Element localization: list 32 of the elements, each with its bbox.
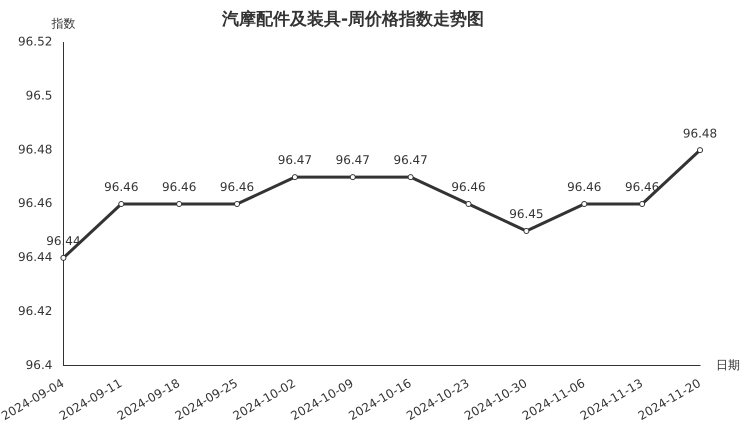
point bbox=[350, 174, 356, 180]
point bbox=[60, 254, 66, 261]
data-label: 96.47 bbox=[393, 153, 428, 168]
point bbox=[118, 201, 124, 208]
data-label: 96.48 bbox=[682, 126, 718, 140]
data-label: 96.46 bbox=[220, 180, 254, 194]
point bbox=[697, 147, 703, 154]
point bbox=[581, 201, 588, 208]
y-tick-label: 96.46 bbox=[18, 196, 52, 210]
x-axis-title: 日期 bbox=[716, 358, 740, 372]
point bbox=[466, 201, 472, 208]
y-tick-label: 96.4 bbox=[26, 358, 52, 372]
data-label: 96.46 bbox=[451, 180, 486, 194]
data-label: 96.45 bbox=[509, 207, 544, 222]
data-label: 96.47 bbox=[336, 153, 370, 168]
point bbox=[523, 228, 530, 234]
point bbox=[292, 174, 298, 180]
point bbox=[234, 201, 240, 208]
point bbox=[408, 174, 414, 180]
y-tick-label: 96.52 bbox=[18, 34, 52, 49]
data-label: 96.46 bbox=[104, 180, 138, 194]
chart-title: 汽摩配件及装具-周价格指数走势图 bbox=[220, 10, 484, 30]
point bbox=[176, 201, 182, 208]
y-tick-label: 96.42 bbox=[18, 304, 52, 318]
data-label: 96.46 bbox=[567, 180, 602, 194]
y-tick-label: 96.5 bbox=[26, 88, 52, 102]
y-axis-title: 指数 bbox=[50, 16, 76, 31]
point bbox=[639, 201, 646, 208]
data-label: 96.47 bbox=[278, 153, 312, 168]
data-label: 96.46 bbox=[162, 180, 196, 194]
y-tick-label: 96.48 bbox=[18, 142, 52, 156]
y-tick-label: 96.44 bbox=[18, 250, 52, 264]
